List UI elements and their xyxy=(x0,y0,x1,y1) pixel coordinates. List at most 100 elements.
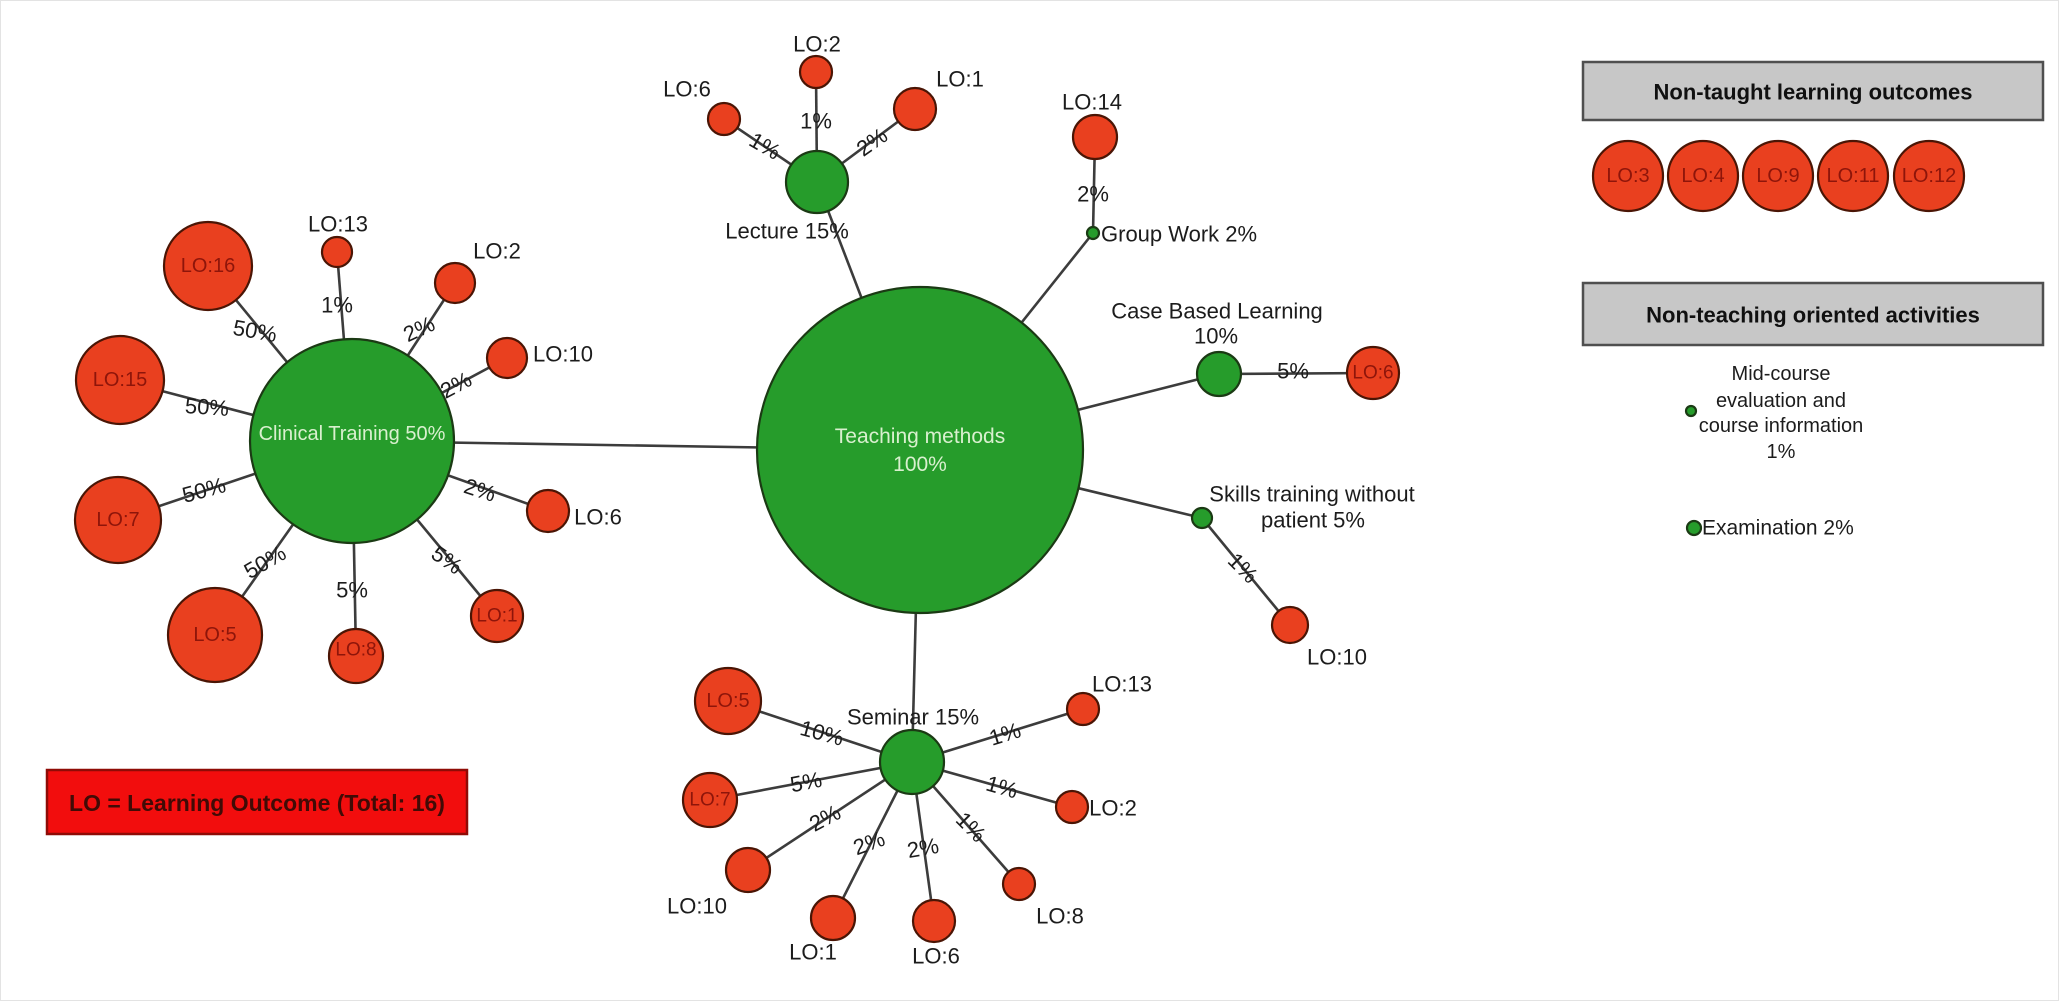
node-teaching xyxy=(755,285,1085,615)
node-label-lo1c: LO:1 xyxy=(476,606,517,627)
text-label-23: evaluation and xyxy=(1716,390,1846,412)
text-label-25: 1% xyxy=(1767,441,1796,463)
edge-label-clinical-lo5c: 50% xyxy=(240,540,291,584)
edge-label-lecture-lo6l: 1% xyxy=(745,127,785,165)
node-label-clinical: Clinical Training 50% xyxy=(259,423,446,445)
node-label-lo5c: LO:5 xyxy=(193,624,236,646)
node-lo6c xyxy=(525,488,571,534)
node-clinical xyxy=(248,337,456,545)
edge-label-cbl-lo6cb: 5% xyxy=(1277,359,1309,384)
node-label-lo7c: LO:7 xyxy=(96,509,139,531)
text-label-20: LO:2 xyxy=(1089,796,1137,821)
text-label-19: LO:8 xyxy=(1036,904,1084,929)
node-label-lo12p: LO:12 xyxy=(1902,165,1956,187)
node-lo6s xyxy=(911,898,957,944)
node-lo13s xyxy=(1065,691,1101,727)
text-label-12: Skills training without xyxy=(1209,482,1414,507)
node-lo10sk xyxy=(1270,605,1310,645)
node-lo2l xyxy=(798,54,834,90)
text-label-9: Group Work 2% xyxy=(1101,222,1257,247)
node-label-lo9p: LO:9 xyxy=(1756,165,1799,187)
text-label-15: Seminar 15% xyxy=(847,705,979,730)
node-label-lo11p: LO:11 xyxy=(1827,165,1880,187)
boxes-layer: Non-taught learning outcomes Non-teaching… xyxy=(45,60,2045,836)
node-lo5s xyxy=(693,666,763,736)
node-lo14 xyxy=(1071,113,1119,161)
node-lo10c xyxy=(485,336,529,380)
node-label-lo4p: LO:4 xyxy=(1681,165,1724,187)
node-lo9p xyxy=(1741,139,1815,213)
node-lo5c xyxy=(166,586,264,684)
node-lo6cb xyxy=(1345,345,1401,401)
box-label-non-taught-header: Non-taught learning outcomes xyxy=(1654,80,1973,105)
edge-label-lecture-lo2l: 1% xyxy=(800,109,832,134)
node-lo1c xyxy=(469,588,525,644)
text-label-21: LO:13 xyxy=(1092,672,1152,697)
node-lo16 xyxy=(162,220,254,312)
edge-skills-lo10sk xyxy=(1200,517,1292,626)
node-lo2c xyxy=(433,261,477,305)
text-label-16: LO:10 xyxy=(667,894,727,919)
node-label-lo7s: LO:7 xyxy=(689,790,730,811)
text-label-3: LO:6 xyxy=(574,505,622,530)
node-lo10s xyxy=(724,846,772,894)
text-label-11: 10% xyxy=(1194,324,1238,349)
node-cbl xyxy=(1195,350,1243,398)
box-label-non-teaching-header: Non-teaching oriented activities xyxy=(1646,303,1980,328)
edge-label-clinical-lo16: 50% xyxy=(231,315,279,347)
edge-label-clinical-lo8c: 5% xyxy=(336,578,368,603)
node-lo7s xyxy=(681,771,739,829)
node-lo7c xyxy=(73,475,163,565)
box-non-teaching-header xyxy=(1581,281,2045,347)
node-midc-dot xyxy=(1684,404,1698,418)
edge-label-clinical-lo6c: 2% xyxy=(461,473,499,507)
text-label-4: Lecture 15% xyxy=(725,219,849,244)
text-label-7: LO:1 xyxy=(936,67,984,92)
node-label-lo16: LO:16 xyxy=(181,255,235,277)
edge-label-clinical-lo13c: 1% xyxy=(321,293,353,318)
text-label-6: LO:2 xyxy=(793,32,841,57)
node-label-lo5s: LO:5 xyxy=(706,690,749,712)
edge-label-seminar-lo6s: 2% xyxy=(905,833,941,863)
edge-label-seminar-lo10s: 2% xyxy=(805,799,845,836)
node-skills xyxy=(1190,506,1214,530)
text-label-13: patient 5% xyxy=(1261,508,1365,533)
text-label-0: LO:13 xyxy=(308,212,368,237)
labels-layer: LO:13 LO:2 LO:10 LO:6 Lecture 15% LO:6 LO:2 LO:… xyxy=(308,32,1863,969)
node-label-lo3p: LO:3 xyxy=(1606,165,1649,187)
edge-label-clinical-lo15: 50% xyxy=(184,393,230,421)
text-label-8: LO:14 xyxy=(1062,90,1122,115)
node-lo12p xyxy=(1892,139,1966,213)
node-lo15 xyxy=(74,334,166,426)
text-label-2: LO:10 xyxy=(533,342,593,367)
node-lecture xyxy=(784,149,850,215)
node-lo11p xyxy=(1816,139,1890,213)
text-label-18: LO:6 xyxy=(912,944,960,969)
text-label-14: LO:10 xyxy=(1307,645,1367,670)
text-label-24: course information xyxy=(1699,415,1864,437)
node-lo13c xyxy=(320,235,354,269)
node-lo8s xyxy=(1001,866,1037,902)
nodes-layer: Teaching methods 100% Clinical Training 50… xyxy=(73,54,1966,944)
edge-label-seminar-lo13s: 1% xyxy=(986,717,1024,750)
node-label-teaching: Teaching methods 100% xyxy=(835,425,1005,476)
node-lo2s xyxy=(1054,789,1090,825)
edge-label-skills-lo10sk: 1% xyxy=(1223,548,1263,588)
text-label-17: LO:1 xyxy=(789,940,837,965)
edge-label-clinical-lo7c: 50% xyxy=(179,472,228,508)
node-lo3p xyxy=(1591,139,1665,213)
node-seminar xyxy=(878,728,946,796)
box-lo-legend xyxy=(45,768,469,836)
text-label-10: Case Based Learning xyxy=(1111,299,1323,324)
node-lo8c xyxy=(327,627,385,685)
edge-seminar-lo7s xyxy=(709,760,913,802)
edge-label-seminar-lo2s: 1% xyxy=(983,771,1020,804)
node-label-lo6cb: LO:6 xyxy=(1352,363,1393,384)
text-label-26: Examination 2% xyxy=(1702,517,1854,540)
edge-label-seminar-lo1s: 2% xyxy=(850,826,888,860)
box-non-taught-header xyxy=(1581,60,2045,122)
text-label-1: LO:2 xyxy=(473,239,521,264)
edge-label-gw-lo14: 2% xyxy=(1077,182,1109,207)
